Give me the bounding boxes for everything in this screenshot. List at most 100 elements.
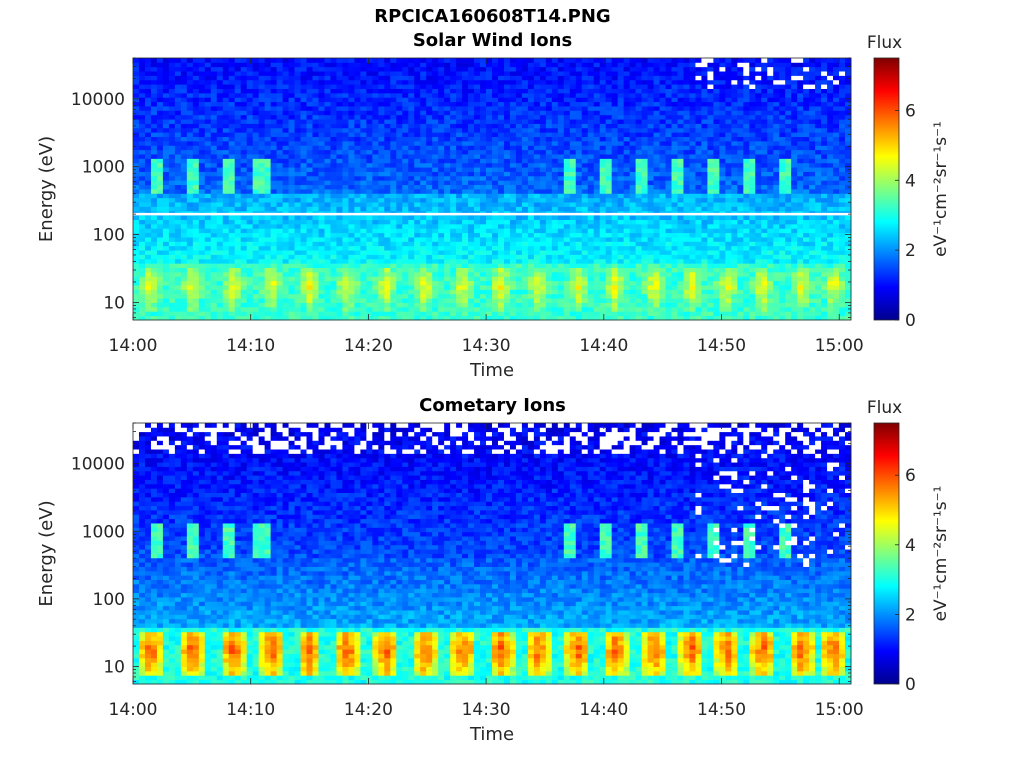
heatmap-cell: [509, 271, 517, 277]
heatmap-cell: [240, 149, 248, 155]
heatmap-cell: [450, 228, 457, 234]
heatmap-cell: [354, 219, 361, 225]
heatmap-cell: [719, 171, 726, 177]
heatmap-cell: [396, 285, 403, 290]
heatmap-cell: [270, 193, 277, 199]
heatmap-cell: [162, 189, 170, 194]
heatmap-cell: [342, 162, 349, 168]
heatmap-cell: [611, 254, 619, 260]
heatmap-cell: [312, 280, 319, 286]
heatmap-cell: [767, 197, 774, 203]
heatmap-cell: [503, 189, 511, 194]
heatmap-cell: [695, 162, 702, 168]
heatmap-cell: [755, 189, 762, 194]
heatmap-cell: [581, 289, 589, 295]
heatmap-cell: [839, 258, 846, 264]
heatmap-cell: [773, 285, 780, 290]
heatmap-cell: [575, 315, 583, 321]
heatmap-cell: [330, 298, 337, 303]
heatmap-cell: [509, 254, 517, 260]
heatmap-cell: [599, 280, 607, 286]
heatmap-cell: [414, 289, 421, 295]
heatmap-cell: [366, 189, 373, 194]
heatmap-cell: [324, 271, 331, 277]
heatmap-cell: [617, 285, 625, 290]
heatmap-cell: [533, 189, 541, 194]
heatmap-cell: [527, 175, 535, 181]
heatmap-cell: [833, 267, 840, 273]
heatmap-cell: [581, 171, 589, 177]
heatmap-cell: [258, 136, 266, 142]
heatmap-cell: [402, 154, 409, 159]
heatmap-cell: [168, 254, 176, 260]
heatmap-cell: [252, 258, 260, 264]
heatmap-cell: [809, 189, 816, 194]
heatmap-cell: [647, 271, 654, 277]
heatmap-cell: [635, 206, 642, 212]
heatmap-cell: [713, 206, 720, 212]
heatmap-cell: [587, 193, 595, 199]
heatmap-cell: [755, 193, 762, 199]
heatmap-cell: [527, 302, 535, 308]
heatmap-cell: [767, 206, 774, 212]
heatmap-cell: [833, 202, 840, 207]
heatmap-cell: [222, 302, 230, 308]
heatmap-cell: [486, 223, 493, 229]
heatmap-cell: [210, 215, 218, 220]
heatmap-cell: [402, 145, 409, 151]
heatmap-cell: [486, 202, 493, 207]
heatmap-cell: [779, 298, 786, 303]
heatmap-cell: [563, 215, 571, 220]
heatmap-cell: [474, 285, 481, 290]
heatmap-cell: [324, 171, 331, 177]
heatmap-cell: [713, 158, 720, 164]
heatmap-cell: [306, 298, 313, 303]
heatmap-cell: [300, 306, 307, 312]
heatmap-cell: [593, 180, 601, 186]
heatmap-cell: [755, 149, 762, 155]
heatmap-cell: [318, 311, 325, 317]
heatmap-cell: [420, 202, 427, 207]
heatmap-cell: [821, 232, 828, 238]
heatmap-cell: [809, 280, 816, 286]
heatmap-cell: [581, 250, 589, 255]
heatmap-cell: [492, 180, 499, 186]
heatmap-cell: [707, 293, 714, 299]
heatmap-cell: [575, 280, 583, 286]
heatmap-cell: [527, 149, 535, 155]
heatmap-cell: [683, 167, 690, 172]
heatmap-cell: [737, 258, 744, 264]
heatmap-cell: [839, 241, 846, 247]
heatmap-cell: [587, 215, 595, 220]
heatmap-cell: [521, 254, 529, 260]
heatmap-cell: [653, 245, 660, 251]
heatmap-cell: [342, 311, 349, 317]
heatmap-cell: [833, 280, 840, 286]
heatmap-cell: [462, 280, 469, 286]
heatmap-cell: [629, 184, 636, 190]
heatmap-cell: [833, 206, 840, 212]
heatmap-cell: [210, 302, 218, 308]
heatmap-cell: [444, 145, 451, 151]
heatmap-cell: [450, 285, 457, 290]
heatmap-cell: [539, 215, 547, 220]
heatmap-cell: [611, 263, 619, 268]
heatmap-cell: [318, 171, 325, 177]
heatmap-cell: [432, 232, 439, 238]
heatmap-cell: [270, 197, 277, 203]
heatmap-cell: [761, 175, 768, 181]
heatmap-cell: [252, 149, 260, 155]
heatmap-cell: [330, 289, 337, 295]
heatmap-cell: [312, 311, 319, 317]
heatmap-cell: [791, 267, 798, 273]
heatmap-cell: [527, 311, 535, 317]
heatmap-cell: [138, 228, 146, 234]
heatmap-cell: [162, 311, 170, 317]
heatmap-cell: [216, 223, 224, 229]
heatmap-cell: [426, 215, 433, 220]
heatmap-cell: [462, 276, 469, 282]
heatmap-cell: [755, 215, 762, 220]
heatmap-cell: [318, 237, 325, 242]
heatmap-cell: [815, 154, 822, 159]
heatmap-cell: [348, 202, 355, 207]
